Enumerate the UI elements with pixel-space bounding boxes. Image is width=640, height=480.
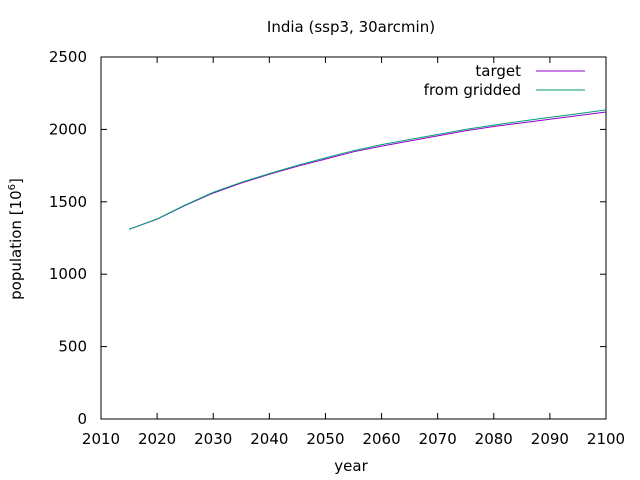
y-tick-label: 500	[58, 338, 87, 356]
series-lines	[128, 109, 607, 230]
y-tick-label: 1500	[49, 193, 87, 211]
legend-label-from-gridded: from gridded	[424, 81, 521, 99]
x-tick-label: 2080	[475, 430, 513, 448]
plot-frame	[100, 56, 607, 420]
legend: target from gridded	[424, 62, 585, 99]
series-line-from-gridded	[128, 109, 607, 230]
x-tick-label: 2040	[250, 430, 288, 448]
series-line-target	[128, 111, 607, 230]
x-tick-label: 2070	[419, 430, 457, 448]
x-tick-label: 2030	[194, 430, 232, 448]
x-axis-label: year	[334, 457, 368, 475]
x-tick-label: 2060	[362, 430, 400, 448]
y-axis-label-base: population [10	[7, 190, 25, 300]
y-axis-label: population [106]	[7, 178, 25, 300]
y-axis-label-exponent: 6	[7, 184, 18, 190]
chart-title: India (ssp3, 30arcmin)	[267, 18, 435, 36]
x-tick-label: 2010	[82, 430, 120, 448]
y-axis-label-close: ]	[7, 178, 25, 184]
x-tick-label: 2090	[531, 430, 569, 448]
y-tick-label: 1000	[49, 265, 87, 283]
y-tick-label: 0	[77, 410, 87, 428]
y-tick-label: 2000	[49, 120, 87, 138]
x-tick-label: 2100	[587, 430, 625, 448]
x-tick-label: 2050	[306, 430, 344, 448]
x-tick-label: 2020	[138, 430, 176, 448]
x-axis-ticks: 2010 2020 2030 2040 2050 2060 2070 2080 2090 2100	[82, 57, 625, 448]
legend-label-target: target	[475, 62, 521, 80]
y-tick-label: 2500	[49, 48, 87, 66]
y-axis-ticks: 0 500 1000 1500 2000 2500	[49, 48, 606, 428]
